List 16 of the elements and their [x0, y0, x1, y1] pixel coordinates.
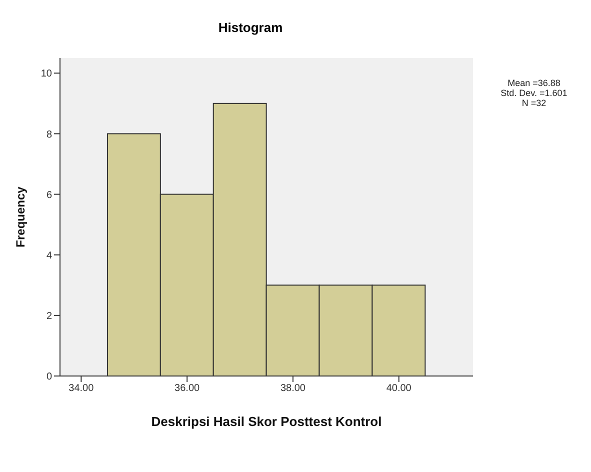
y-tick-label: 8: [46, 129, 52, 140]
y-tick-label: 0: [46, 372, 52, 383]
x-axis-title: Deskripsi Hasil Skor Posttest Kontrol: [151, 414, 382, 429]
x-tick-label: 40.00: [386, 383, 412, 394]
y-tick-label: 6: [46, 190, 52, 201]
text: Mean =36.88: [506, 78, 562, 88]
text: Std. Dev. =1.601: [500, 88, 568, 98]
x-tick-label: 38.00: [280, 383, 306, 394]
chart-title: Histogram: [217, 20, 284, 35]
x-tick-label: 36.00: [174, 383, 200, 394]
y-tick-label: 10: [40, 68, 52, 80]
text: N =32: [520, 98, 548, 108]
x-tick-label: 34.00: [68, 383, 94, 394]
y-axis-title: Frequency: [13, 186, 28, 248]
y-tick-label: 4: [46, 250, 52, 262]
y-tick-label: 2: [46, 310, 52, 322]
